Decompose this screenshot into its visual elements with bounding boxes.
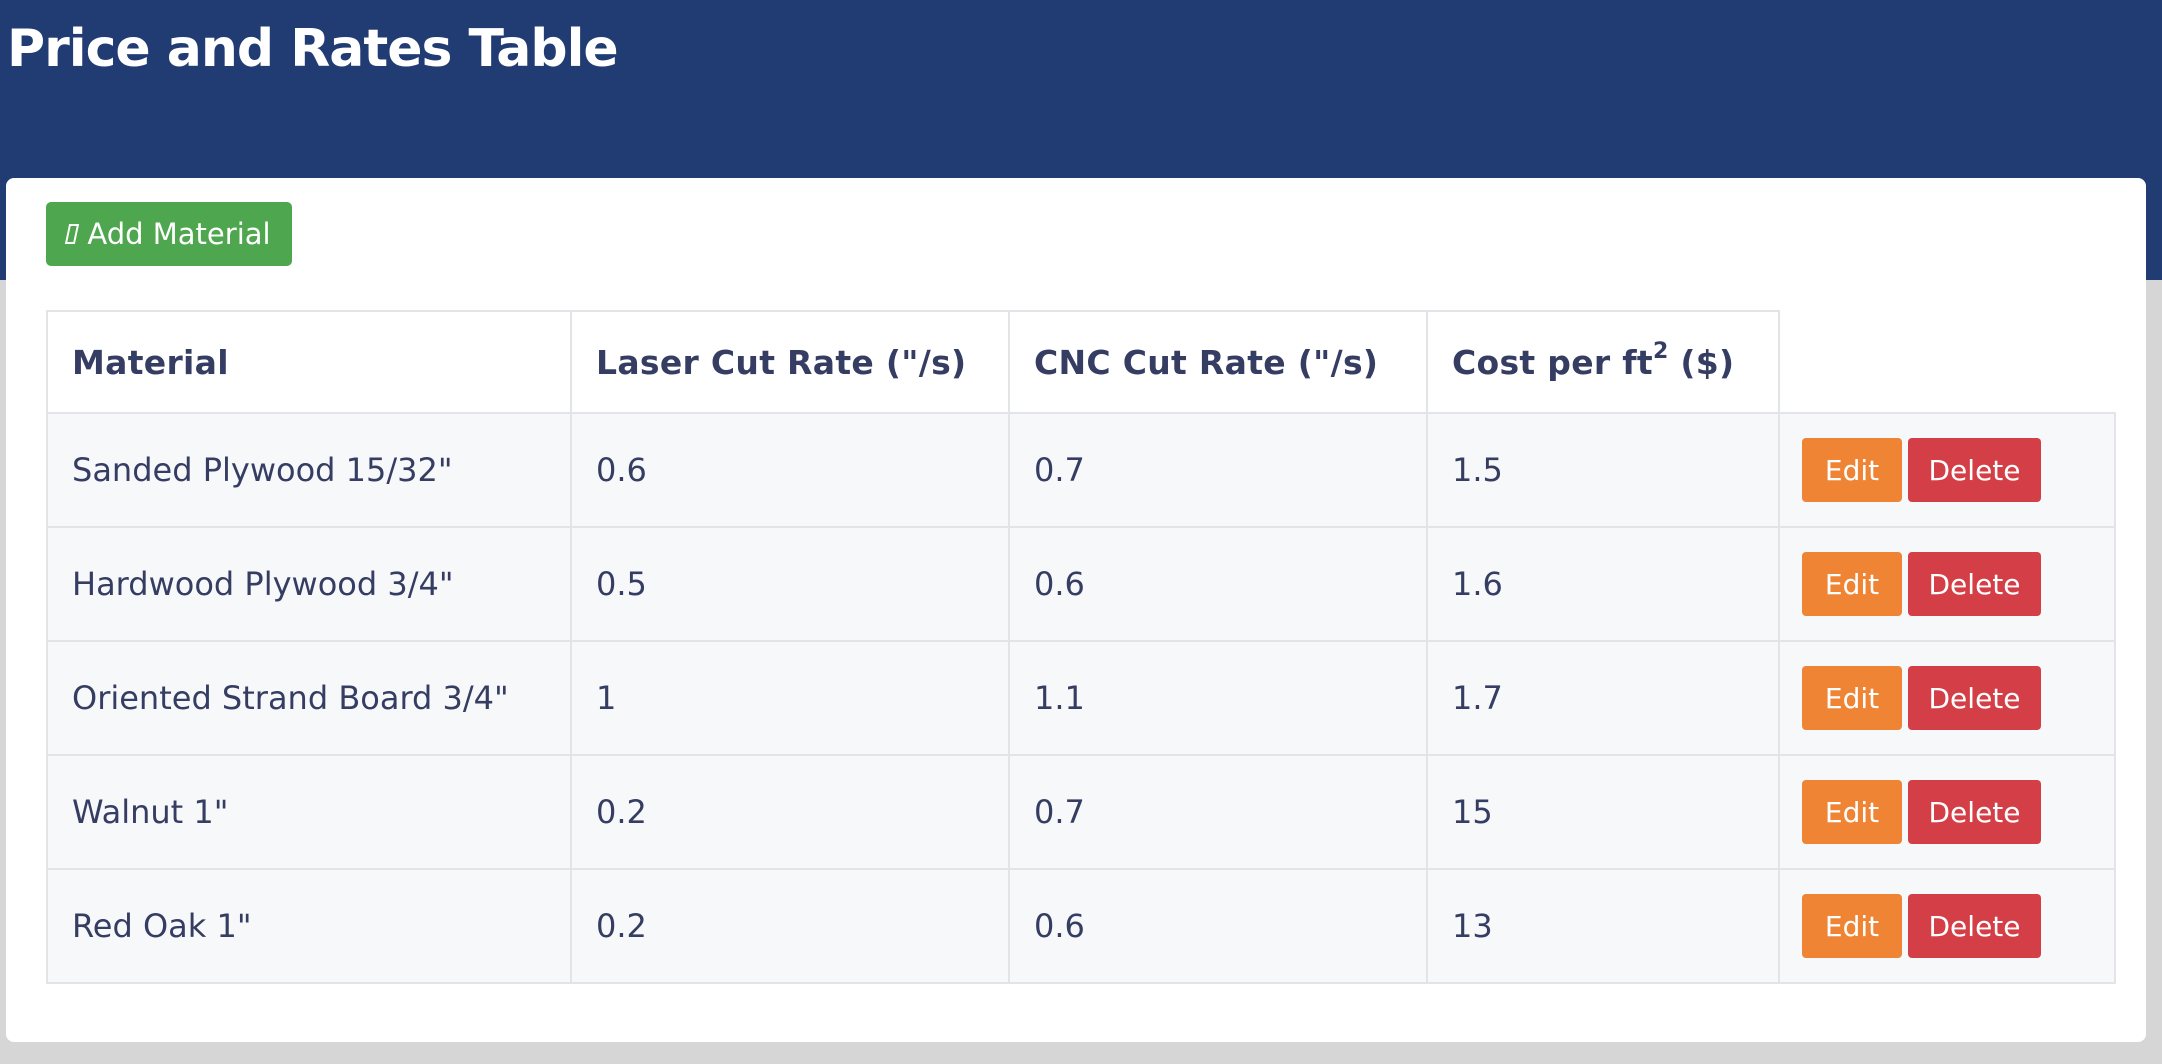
table-row: Red Oak 1" 0.2 0.6 13 Edit Delete — [46, 868, 2116, 984]
materials-card: Add Material Material Laser Cut Rate ("/… — [6, 178, 2146, 1042]
cost-header-suffix: ($) — [1668, 342, 1735, 382]
delete-button[interactable]: Delete — [1908, 780, 2041, 844]
column-header-laser-rate: Laser Cut Rate ("/s) — [570, 310, 1010, 414]
clipboard-icon — [65, 224, 80, 244]
column-header-cnc-rate: CNC Cut Rate ("/s) — [1008, 310, 1428, 414]
cost-cell: 13 — [1426, 868, 1780, 984]
add-material-button[interactable]: Add Material — [46, 202, 292, 266]
cost-header-prefix: Cost per ft — [1452, 342, 1653, 382]
edit-button[interactable]: Edit — [1802, 894, 1902, 958]
laser-rate-cell: 0.2 — [570, 868, 1010, 984]
cnc-rate-cell: 0.6 — [1008, 526, 1428, 642]
laser-rate-cell: 0.6 — [570, 412, 1010, 528]
delete-button[interactable]: Delete — [1908, 438, 2041, 502]
add-material-label: Add Material — [87, 217, 271, 251]
delete-button[interactable]: Delete — [1908, 894, 2041, 958]
material-cell: Red Oak 1" — [46, 868, 572, 984]
laser-rate-cell: 1 — [570, 640, 1010, 756]
delete-button[interactable]: Delete — [1908, 666, 2041, 730]
actions-cell: Edit Delete — [1778, 526, 2116, 642]
column-header-material: Material — [46, 310, 572, 414]
laser-rate-cell: 0.5 — [570, 526, 1010, 642]
actions-cell: Edit Delete — [1778, 868, 2116, 984]
edit-button[interactable]: Edit — [1802, 666, 1902, 730]
cnc-rate-cell: 0.7 — [1008, 412, 1428, 528]
table-header-row: Material Laser Cut Rate ("/s) CNC Cut Ra… — [46, 310, 2115, 414]
material-cell: Walnut 1" — [46, 754, 572, 870]
material-cell: Hardwood Plywood 3/4" — [46, 526, 572, 642]
actions-cell: Edit Delete — [1778, 754, 2116, 870]
actions-cell: Edit Delete — [1778, 640, 2116, 756]
laser-rate-cell: 0.2 — [570, 754, 1010, 870]
cnc-rate-cell: 0.7 — [1008, 754, 1428, 870]
column-header-actions — [1778, 311, 2115, 414]
material-cell: Oriented Strand Board 3/4" — [46, 640, 572, 756]
edit-button[interactable]: Edit — [1802, 438, 1902, 502]
cnc-rate-cell: 1.1 — [1008, 640, 1428, 756]
edit-button[interactable]: Edit — [1802, 780, 1902, 844]
cost-cell: 1.5 — [1426, 412, 1780, 528]
edit-button[interactable]: Edit — [1802, 552, 1902, 616]
table-row: Sanded Plywood 15/32" 0.6 0.7 1.5 Edit De… — [46, 412, 2116, 528]
cnc-rate-cell: 0.6 — [1008, 868, 1428, 984]
cost-cell: 15 — [1426, 754, 1780, 870]
cost-header-superscript: 2 — [1653, 338, 1669, 364]
table-row: Walnut 1" 0.2 0.7 15 Edit Delete — [46, 754, 2116, 870]
actions-cell: Edit Delete — [1778, 412, 2116, 528]
column-header-cost: Cost per ft2 ($) — [1426, 310, 1780, 414]
cost-cell: 1.6 — [1426, 526, 1780, 642]
material-cell: Sanded Plywood 15/32" — [46, 412, 572, 528]
materials-table: Material Laser Cut Rate ("/s) CNC Cut Ra… — [46, 310, 2116, 984]
table-row: Hardwood Plywood 3/4" 0.5 0.6 1.6 Edit De… — [46, 526, 2116, 642]
delete-button[interactable]: Delete — [1908, 552, 2041, 616]
page-title: Price and Rates Table — [7, 19, 619, 79]
cost-cell: 1.7 — [1426, 640, 1780, 756]
table-row: Oriented Strand Board 3/4" 1 1.1 1.7 Edi… — [46, 640, 2116, 756]
